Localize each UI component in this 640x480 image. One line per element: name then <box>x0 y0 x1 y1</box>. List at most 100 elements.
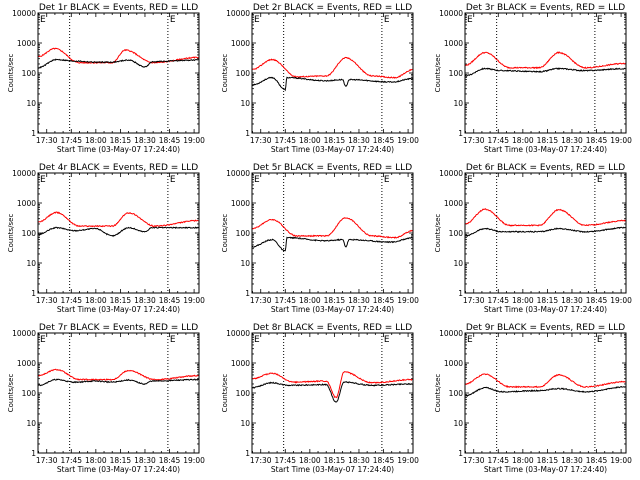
x-axis-label: Start Time (03-May-07 17:24:40) <box>57 145 180 154</box>
series-group <box>38 368 199 387</box>
y-axis-label: Counts/sec <box>221 54 229 93</box>
y-tick-label: 100 <box>449 229 464 238</box>
y-tick-label: 1 <box>245 289 250 298</box>
x-axis-label: Start Time (03-May-07 17:24:40) <box>484 305 607 314</box>
x-tick-label: 18:30 <box>561 136 583 145</box>
x-tick-label: 17:30 <box>36 136 58 145</box>
event-marker-label: E <box>384 175 390 185</box>
event-marker-label: E <box>254 175 260 185</box>
y-tick-label: 10 <box>26 259 36 268</box>
x-tick-label: 17:45 <box>60 296 82 305</box>
plot-frame <box>37 172 200 294</box>
x-tick-label: 18:00 <box>512 296 534 305</box>
event-marker-label: E <box>40 175 46 185</box>
y-tick-label: 1 <box>31 129 36 138</box>
y-tick-label: 1 <box>458 129 463 138</box>
plot-frame <box>37 12 200 134</box>
event-marker-label: E <box>170 175 176 185</box>
panel-title: Det 4r BLACK = Events, RED = LLD <box>39 163 198 173</box>
x-tick-label: 17:45 <box>60 136 82 145</box>
x-tick-label: 18:00 <box>299 296 321 305</box>
series-group <box>252 217 413 252</box>
event-marker-label: E <box>597 175 603 185</box>
y-tick-label: 10 <box>26 99 36 108</box>
event-marker-label: E <box>467 175 473 185</box>
x-tick-label: 18:45 <box>586 296 608 305</box>
x-tick-label: 17:45 <box>274 296 296 305</box>
y-axis-label: Counts/sec <box>221 214 229 253</box>
y-axis-label: Counts/sec <box>7 214 15 253</box>
y-tick-label: 1000 <box>444 199 463 208</box>
y-tick-label: 1 <box>245 129 250 138</box>
y-tick-label: 1000 <box>17 199 36 208</box>
y-tick-label: 1 <box>31 289 36 298</box>
panel-det-8r: Det 8r BLACK = Events, RED = LLD 1 10 100 10… <box>221 323 419 474</box>
plot-frame <box>464 12 627 134</box>
x-tick-label: 19:00 <box>610 136 632 145</box>
x-tick-label: 18:45 <box>373 136 395 145</box>
y-tick-label: 1 <box>458 289 463 298</box>
panel-det-7r: Det 7r BLACK = Events, RED = LLD 1 10 100 10… <box>7 323 205 474</box>
panel-title: Det 8r BLACK = Events, RED = LLD <box>253 323 412 333</box>
event-marker-label: E <box>170 335 176 345</box>
x-tick-label: 18:00 <box>512 136 534 145</box>
x-tick-label: 17:30 <box>463 456 485 465</box>
x-tick-label: 17:30 <box>250 136 272 145</box>
x-tick-label: 18:45 <box>159 456 181 465</box>
series-group <box>465 51 626 77</box>
y-tick-label: 100 <box>449 389 464 398</box>
panel-det-5r: Det 5r BLACK = Events, RED = LLD 1 10 100 10… <box>221 163 419 314</box>
events-rate-line <box>38 378 199 387</box>
x-tick-label: 18:00 <box>85 456 107 465</box>
lld-rate-line <box>252 56 413 79</box>
y-tick-label: 10000 <box>226 9 250 18</box>
x-tick-label: 18:30 <box>561 296 583 305</box>
panel-det-4r: Det 4r BLACK = Events, RED = LLD 1 10 100 10… <box>7 163 205 314</box>
lld-rate-line <box>38 211 199 228</box>
x-tick-label: 18:30 <box>134 456 156 465</box>
y-tick-label: 10 <box>240 99 250 108</box>
y-tick-label: 10000 <box>226 169 250 178</box>
y-axis-label: Counts/sec <box>7 54 15 93</box>
x-tick-label: 17:45 <box>274 456 296 465</box>
y-tick-label: 10000 <box>439 9 463 18</box>
y-tick-label: 10 <box>26 419 36 428</box>
x-tick-label: 18:15 <box>110 456 132 465</box>
y-tick-label: 100 <box>449 69 464 78</box>
event-marker-label: E <box>254 15 260 25</box>
y-axis-label: Counts/sec <box>434 374 442 413</box>
y-tick-label: 100 <box>236 389 251 398</box>
event-marker-label: E <box>254 335 260 345</box>
y-tick-label: 100 <box>22 229 37 238</box>
x-tick-label: 18:45 <box>159 296 181 305</box>
y-tick-label: 10 <box>240 419 250 428</box>
plot-frame <box>251 12 414 134</box>
events-rate-line <box>38 226 199 238</box>
x-tick-label: 17:30 <box>463 136 485 145</box>
series-group <box>38 47 199 69</box>
y-tick-label: 10000 <box>12 329 36 338</box>
x-tick-label: 18:15 <box>537 136 559 145</box>
x-tick-label: 19:00 <box>183 296 205 305</box>
events-rate-line <box>252 236 413 252</box>
y-tick-label: 1 <box>31 449 36 458</box>
x-tick-label: 19:00 <box>183 456 205 465</box>
x-tick-label: 18:30 <box>348 296 370 305</box>
panel-det-9r: Det 9r BLACK = Events, RED = LLD 1 10 100 10… <box>434 323 632 474</box>
x-tick-label: 18:45 <box>373 296 395 305</box>
x-tick-label: 18:45 <box>373 456 395 465</box>
x-tick-label: 19:00 <box>397 136 419 145</box>
x-axis-label: Start Time (03-May-07 17:24:40) <box>271 145 394 154</box>
plot-frame <box>251 332 414 454</box>
x-axis-label: Start Time (03-May-07 17:24:40) <box>484 465 607 474</box>
x-tick-label: 17:30 <box>250 296 272 305</box>
events-rate-line <box>465 386 626 397</box>
x-tick-label: 18:00 <box>85 136 107 145</box>
x-tick-label: 17:30 <box>463 296 485 305</box>
lld-rate-line <box>252 217 413 239</box>
plot-frame <box>37 332 200 454</box>
y-tick-label: 100 <box>22 69 37 78</box>
x-tick-label: 19:00 <box>397 456 419 465</box>
y-tick-label: 1 <box>458 449 463 458</box>
y-tick-label: 100 <box>236 229 251 238</box>
